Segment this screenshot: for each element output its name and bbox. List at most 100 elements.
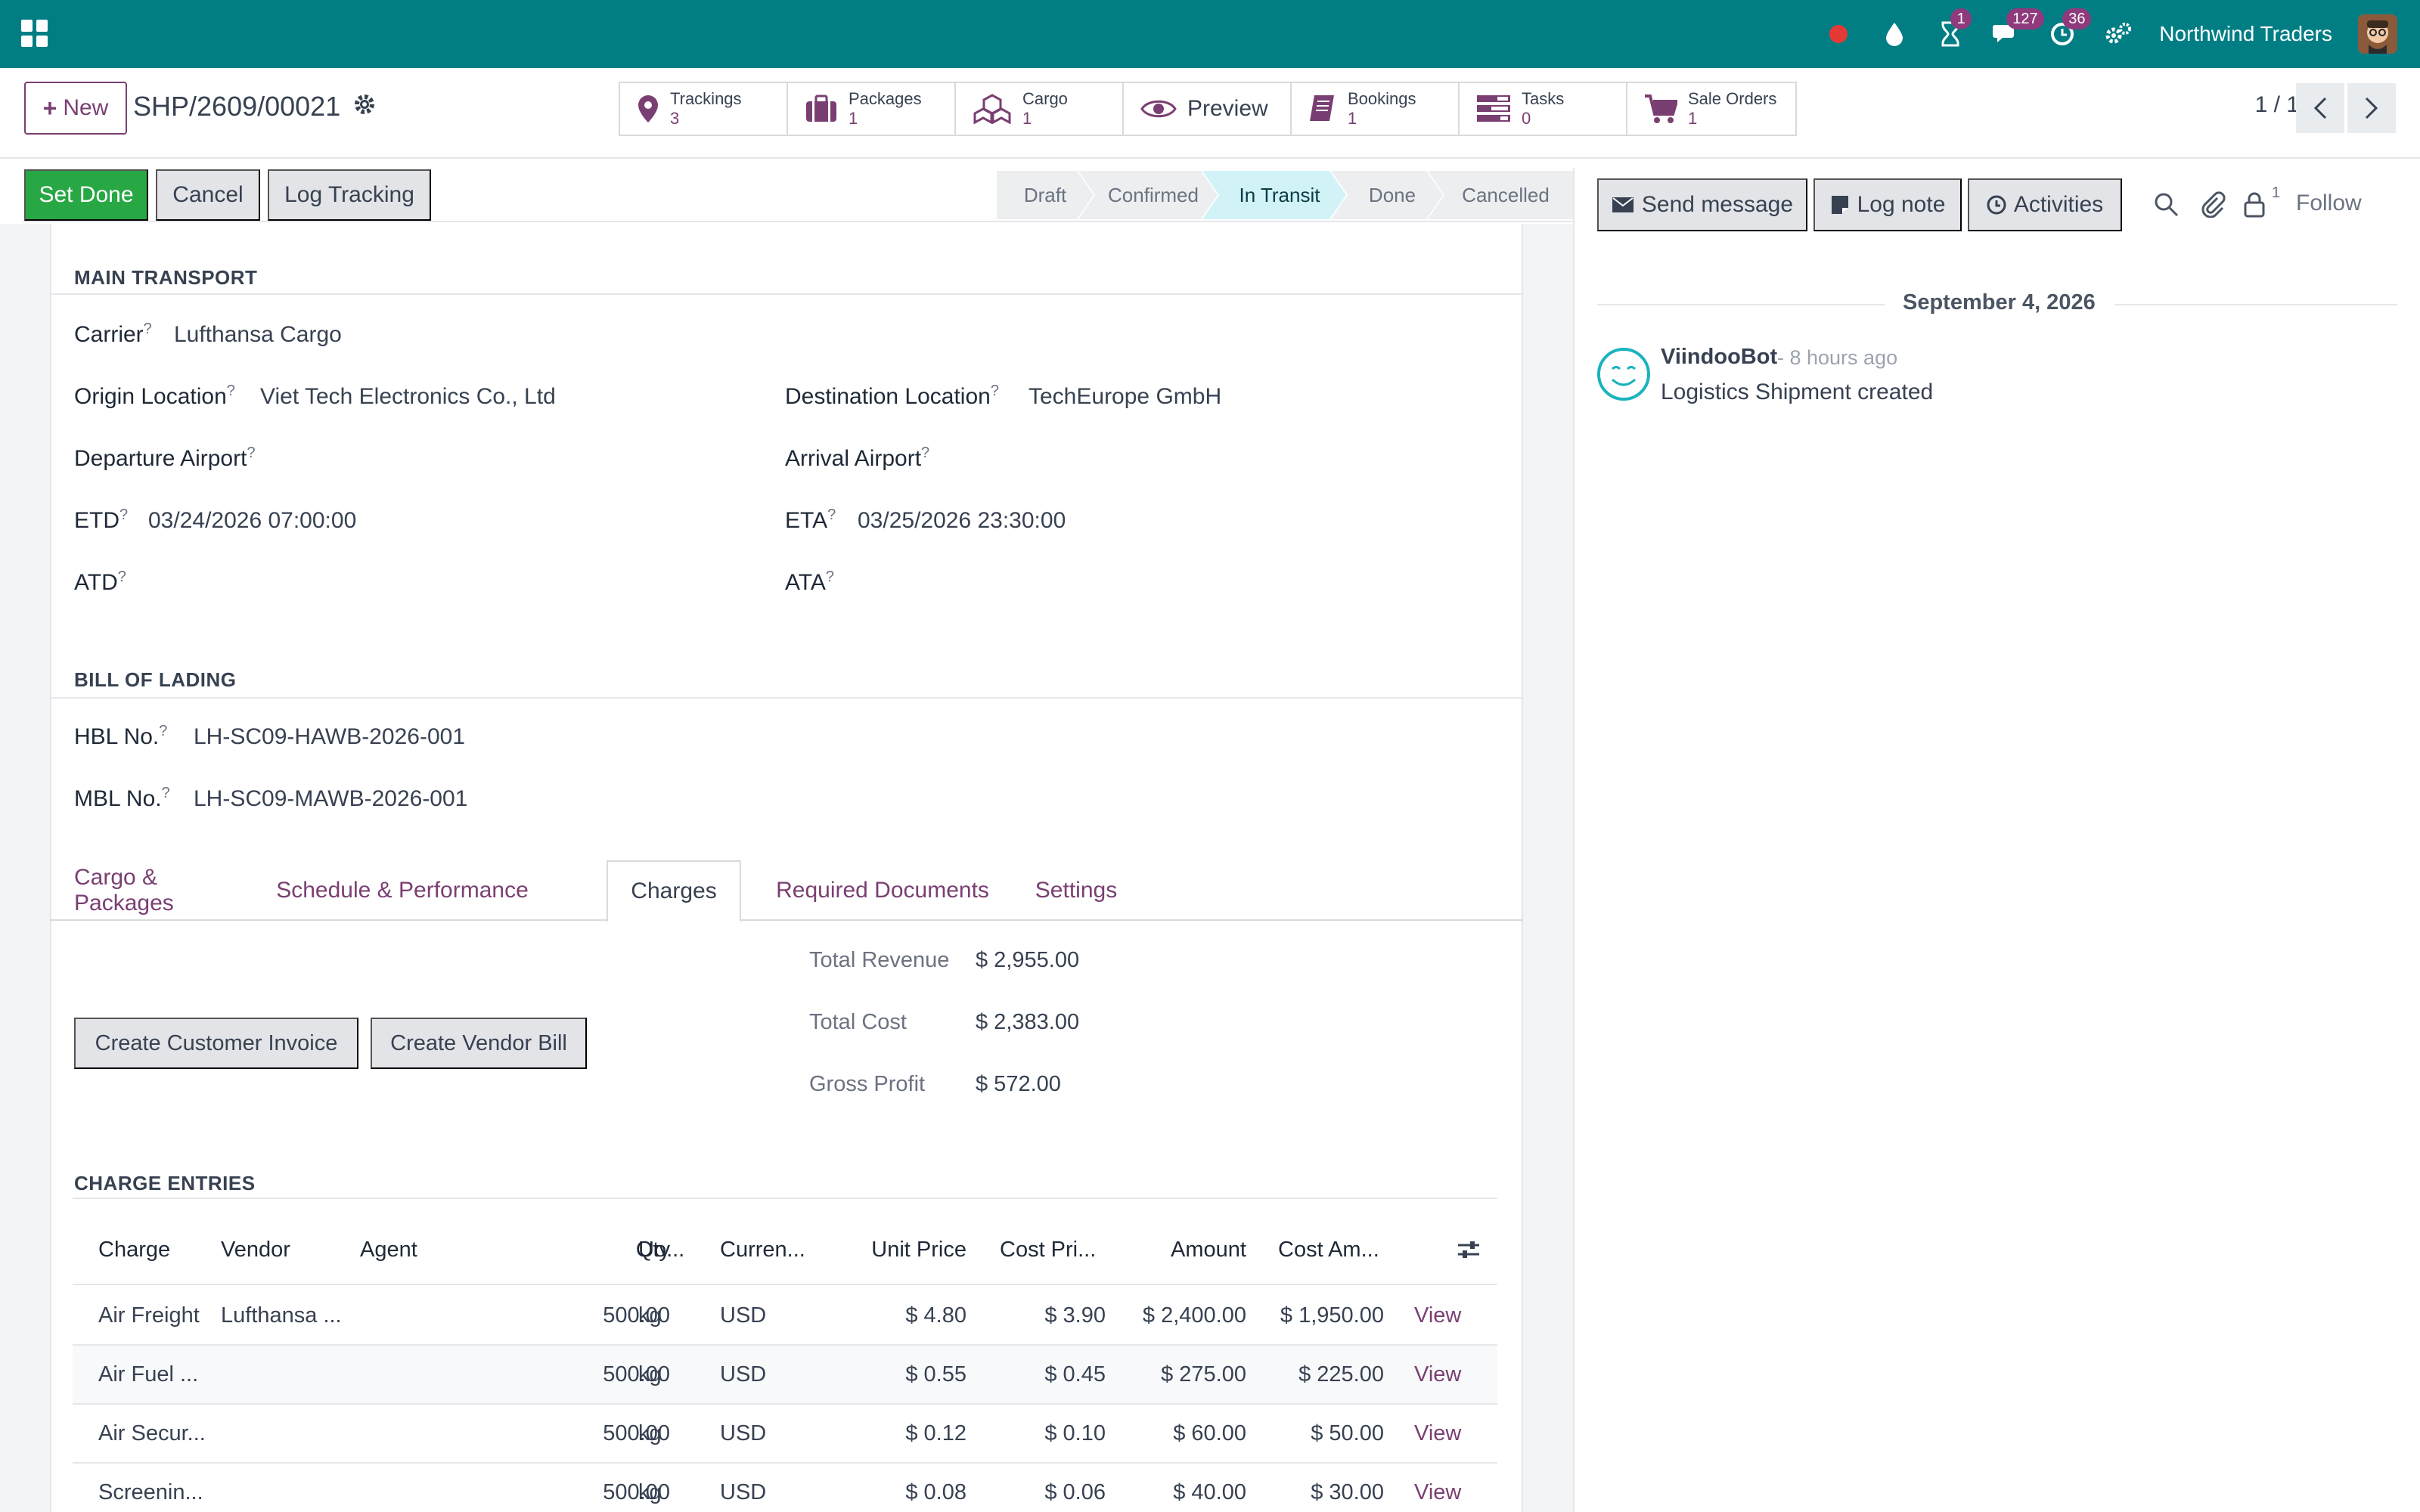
- smart-button-preview[interactable]: Preview: [1124, 83, 1292, 135]
- set-done-button[interactable]: Set Done: [24, 169, 148, 221]
- gross-profit-label: Gross Profit: [809, 1072, 926, 1096]
- search-icon[interactable]: [2152, 191, 2180, 218]
- cell-vendor: [221, 1346, 357, 1403]
- smart-button-tasks[interactable]: Tasks 0: [1460, 83, 1627, 135]
- column-header-agent[interactable]: Agent: [360, 1237, 417, 1262]
- cell-qty: 500.00: [603, 1303, 670, 1328]
- tab-schedule-performance[interactable]: Schedule & Performance: [276, 878, 529, 903]
- new-button[interactable]: + New: [24, 82, 127, 135]
- stage-cancelled[interactable]: Cancelled: [1428, 171, 1573, 219]
- navbar-systray: 1 127 36 Northwind Traders: [1823, 0, 2397, 68]
- table-header: Charge Vendor Agent Qty Uo... Curren... …: [73, 1216, 1497, 1285]
- record-icon[interactable]: [1823, 19, 1854, 49]
- pager-previous-button[interactable]: [2296, 83, 2344, 133]
- plus-icon: +: [42, 94, 57, 122]
- tab-cargo-packages[interactable]: Cargo & Packages: [74, 865, 174, 916]
- cell-qty: 500.00: [603, 1421, 670, 1445]
- create-vendor-bill-button[interactable]: Create Vendor Bill: [371, 1018, 587, 1069]
- atd-label: ATD?: [74, 569, 126, 595]
- destination-location-field[interactable]: TechEurope GmbH: [1028, 384, 1222, 409]
- cell-cost-amount: $ 30.00: [1311, 1479, 1384, 1504]
- etd-field[interactable]: 03/24/2026 07:00:00: [148, 508, 357, 533]
- smart-label: Packages: [849, 89, 922, 108]
- smart-label: Preview: [1187, 96, 1268, 121]
- log-tracking-button[interactable]: Log Tracking: [268, 169, 431, 221]
- message-date-separator: September 4, 2026: [1903, 290, 2096, 314]
- row-view-link[interactable]: View: [1414, 1479, 1462, 1504]
- optional-columns-toggle[interactable]: [1457, 1216, 1487, 1284]
- smart-button-trackings[interactable]: Trackings 3: [620, 83, 788, 135]
- pager-next-button[interactable]: [2347, 83, 2396, 133]
- tab-charges[interactable]: Charges: [607, 860, 741, 922]
- follow-button[interactable]: Follow: [2296, 191, 2362, 215]
- hourglass-icon[interactable]: 1: [1935, 8, 1972, 49]
- column-header-currency[interactable]: Curren...: [720, 1237, 805, 1262]
- column-header-uom[interactable]: Uo...: [638, 1237, 685, 1262]
- date-separator-line: [2114, 304, 2397, 305]
- suitcase-icon: [806, 94, 836, 122]
- carrier-field[interactable]: Lufthansa Cargo: [174, 322, 342, 347]
- lock-icon[interactable]: [2243, 191, 2270, 218]
- stage-draft[interactable]: Draft: [997, 171, 1094, 219]
- create-customer-invoice-button[interactable]: Create Customer Invoice: [74, 1018, 358, 1069]
- app-menu-icon[interactable]: [21, 20, 48, 47]
- column-header-vendor[interactable]: Vendor: [221, 1237, 290, 1262]
- smart-button-sale-orders[interactable]: Sale Orders 1: [1627, 83, 1795, 135]
- smart-label: Bookings: [1348, 89, 1416, 108]
- activities-button[interactable]: Activities: [1968, 178, 2122, 231]
- paperclip-icon[interactable]: [2199, 191, 2226, 218]
- total-cost-label: Total Cost: [809, 1010, 907, 1034]
- column-header-qty[interactable]: Qty: [635, 1237, 670, 1262]
- stage-confirmed[interactable]: Confirmed: [1078, 171, 1218, 219]
- hbl-field[interactable]: LH-SC09-HAWB-2026-001: [194, 724, 466, 749]
- cell-cost-price: $ 0.10: [1044, 1421, 1106, 1445]
- table-row[interactable]: Air Fuel ... 500.00 kg USD $ 0.55 $ 0.45…: [73, 1346, 1497, 1405]
- row-view-link[interactable]: View: [1414, 1421, 1462, 1445]
- cancel-button[interactable]: Cancel: [156, 169, 260, 221]
- column-header-cost-price[interactable]: Cost Pri...: [1000, 1237, 1097, 1262]
- user-avatar[interactable]: [2358, 14, 2397, 54]
- messages-icon[interactable]: 127: [1991, 8, 2044, 49]
- settings-gears-icon[interactable]: [2103, 19, 2133, 49]
- column-header-unit-price[interactable]: Unit Price: [871, 1237, 966, 1262]
- log-note-button[interactable]: Log note: [1813, 178, 1962, 231]
- control-panel: + New SHP/2609/00021 Trackings 3 Packages…: [0, 68, 2420, 159]
- column-header-cost-amount[interactable]: Cost Am...: [1278, 1237, 1379, 1262]
- eta-field[interactable]: 03/25/2026 23:30:00: [858, 508, 1066, 533]
- cell-cost-amount: $ 50.00: [1311, 1421, 1384, 1445]
- row-view-link[interactable]: View: [1414, 1303, 1462, 1328]
- separator-line: [50, 293, 1523, 295]
- column-header-amount[interactable]: Amount: [1171, 1237, 1246, 1262]
- send-message-button[interactable]: Send message: [1597, 178, 1807, 231]
- company-name[interactable]: Northwind Traders: [2159, 22, 2332, 45]
- cell-vendor: [221, 1464, 357, 1512]
- smart-button-cargo[interactable]: Cargo 1: [956, 83, 1124, 135]
- pager-value[interactable]: 1 / 1: [2254, 92, 2299, 117]
- smart-value: 3: [670, 109, 680, 128]
- smart-button-packages[interactable]: Packages 1: [788, 83, 956, 135]
- smart-button-bookings[interactable]: Bookings 1: [1292, 83, 1460, 135]
- drop-icon[interactable]: [1879, 19, 1910, 49]
- tab-settings[interactable]: Settings: [1035, 878, 1118, 903]
- bot-avatar-icon[interactable]: [1596, 346, 1652, 402]
- stage-in-transit[interactable]: In Transit: [1202, 171, 1346, 219]
- table-row[interactable]: Air Secur... 500.00 kg USD $ 0.12 $ 0.10…: [73, 1405, 1497, 1464]
- table-row[interactable]: Screenin... 500.00 kg USD $ 0.08 $ 0.06 …: [73, 1464, 1497, 1512]
- book-icon: [1310, 95, 1334, 121]
- cell-unit-price: $ 0.08: [905, 1479, 966, 1504]
- row-view-link[interactable]: View: [1414, 1362, 1462, 1387]
- tab-required-documents[interactable]: Required Documents: [776, 878, 989, 903]
- eye-icon: [1140, 100, 1177, 118]
- origin-location-field[interactable]: Viet Tech Electronics Co., Ltd: [260, 384, 556, 409]
- cell-amount: $ 40.00: [1173, 1479, 1246, 1504]
- table-row[interactable]: Air Freight Lufthansa ... 500.00 kg USD …: [73, 1287, 1497, 1346]
- tasks-icon: [1477, 95, 1510, 122]
- cell-unit-price: $ 0.55: [905, 1362, 966, 1387]
- timer-icon[interactable]: 36: [2047, 8, 2092, 49]
- cell-charge: Air Freight: [98, 1303, 200, 1328]
- stage-done[interactable]: Done: [1331, 171, 1443, 219]
- mbl-field[interactable]: LH-SC09-MAWB-2026-001: [194, 786, 468, 811]
- column-header-charge[interactable]: Charge: [98, 1237, 171, 1262]
- message-author[interactable]: ViindooBot: [1661, 345, 1778, 369]
- gear-icon[interactable]: [352, 92, 377, 116]
